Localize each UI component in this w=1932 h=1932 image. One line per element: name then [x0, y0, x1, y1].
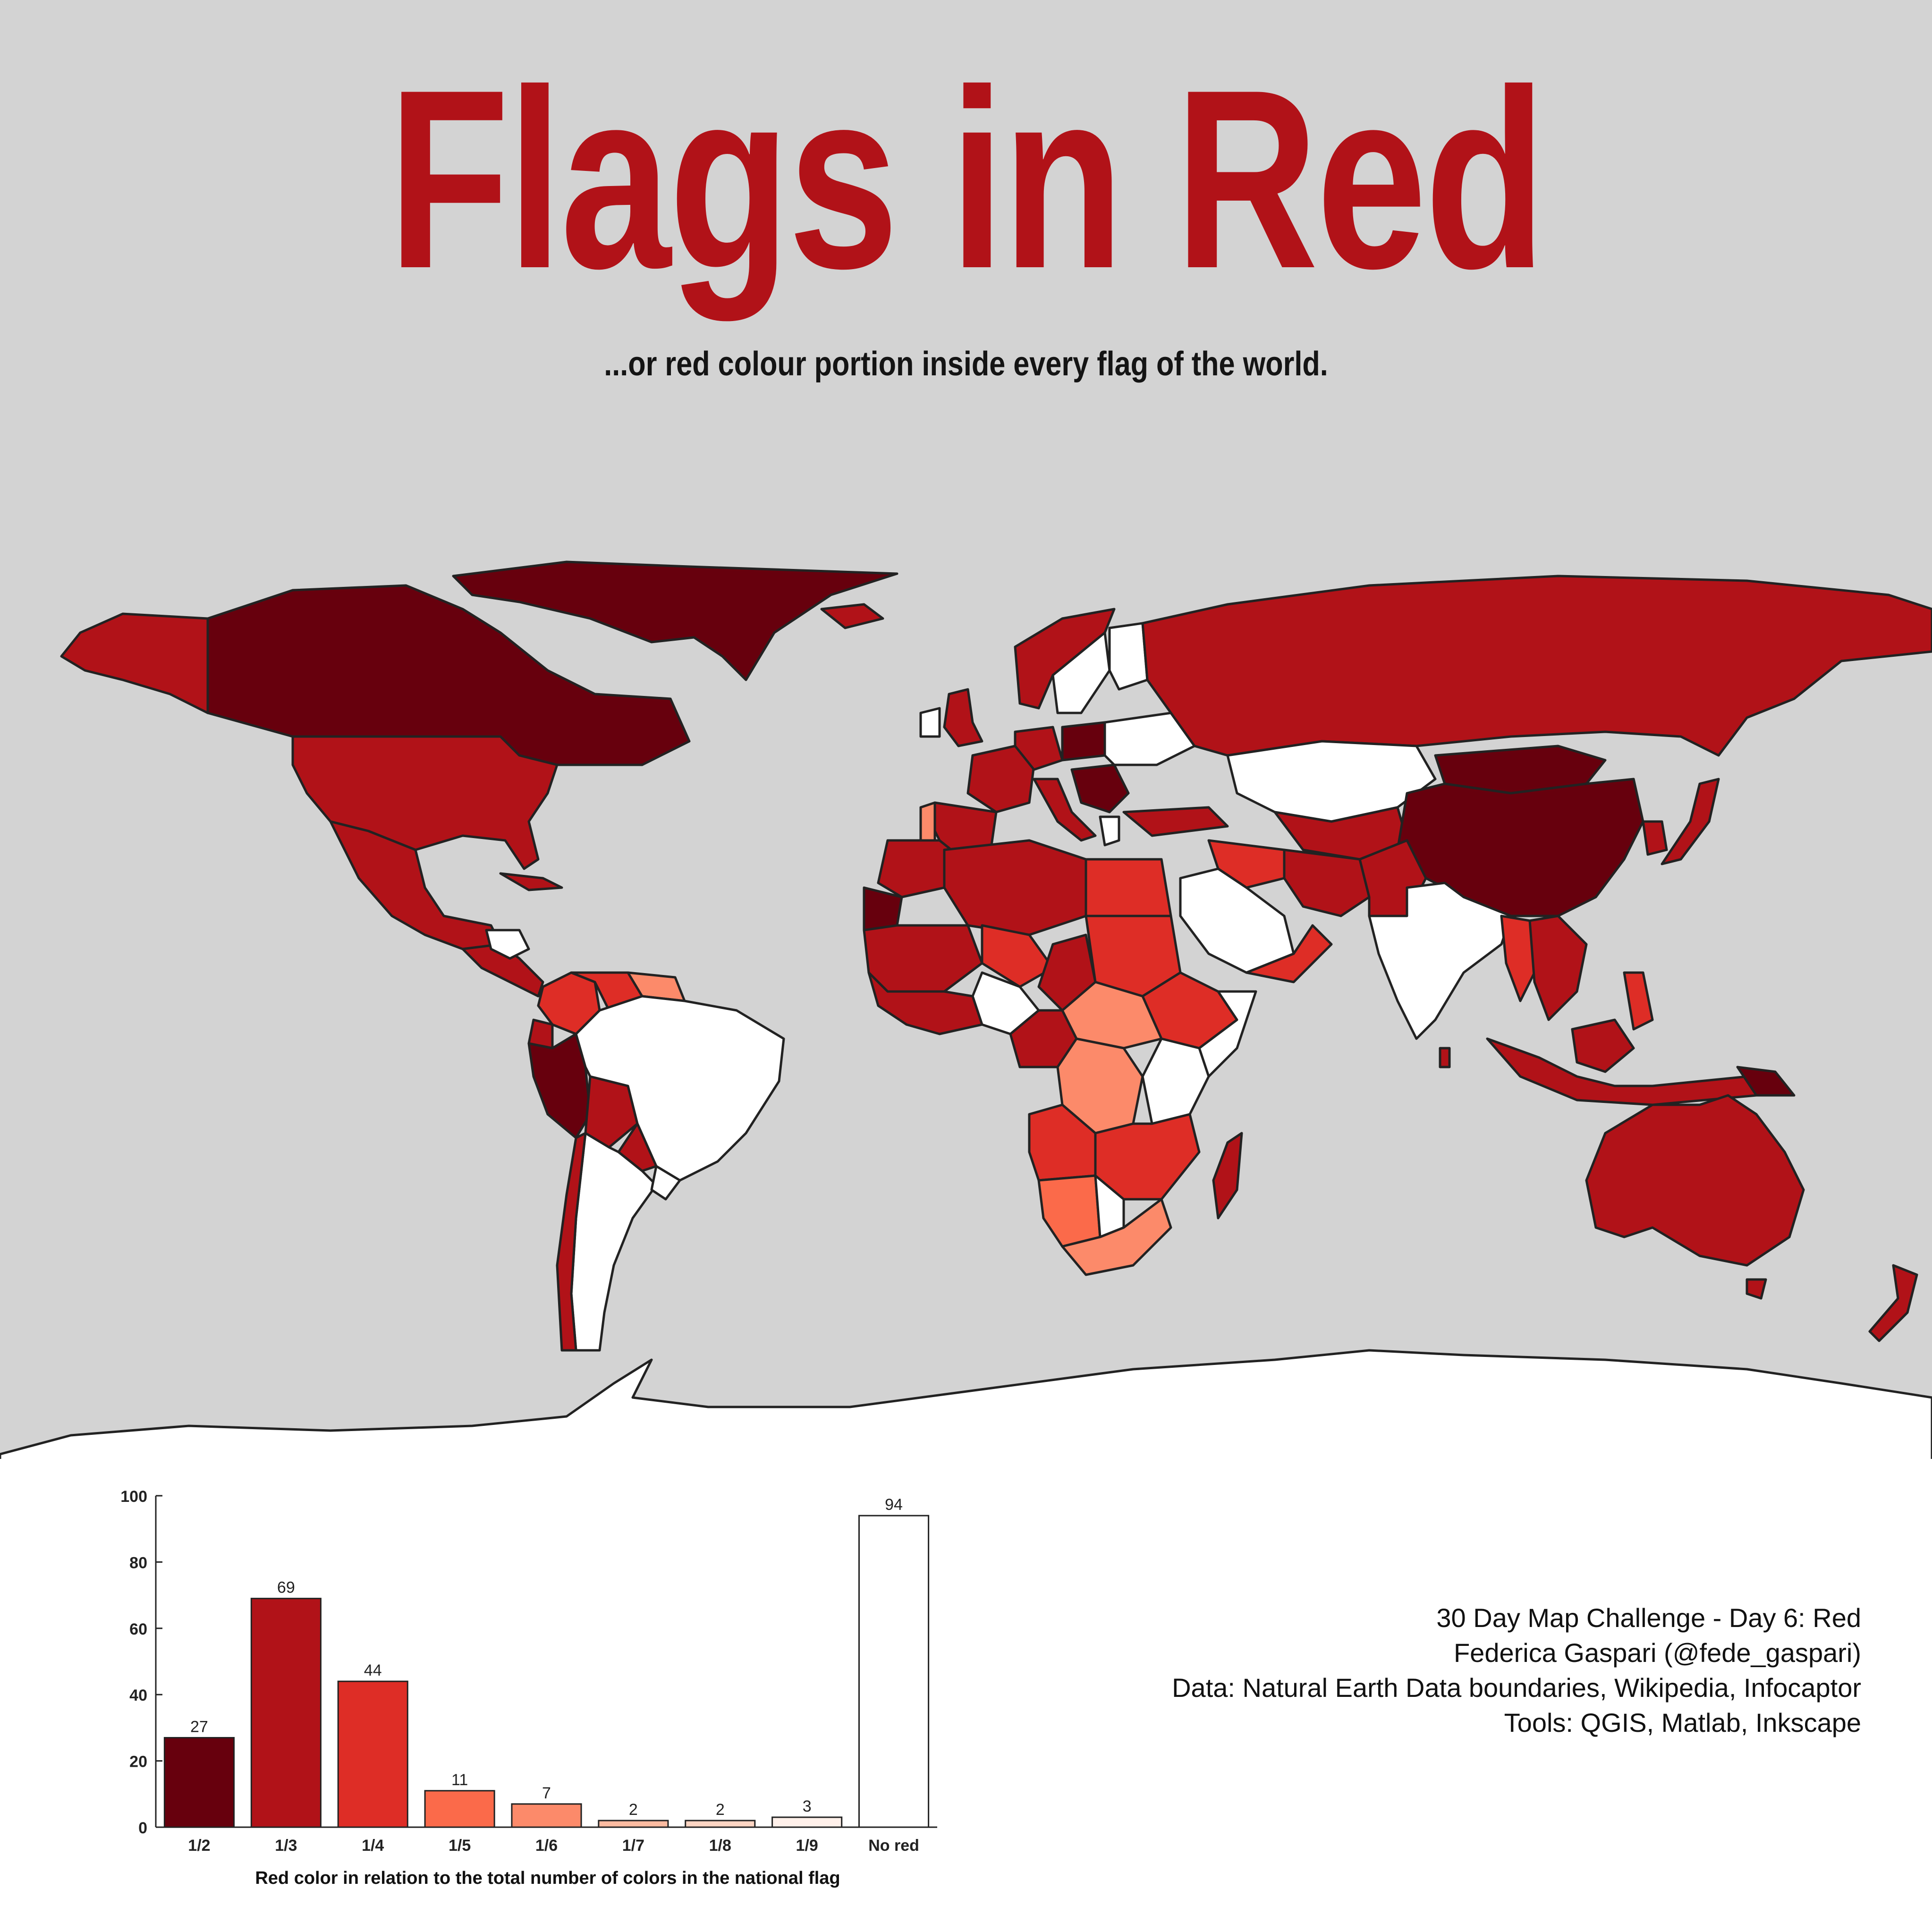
bar-value-label: 3: [803, 1797, 812, 1815]
mauritania-mali: [863, 924, 983, 993]
greenland: [452, 560, 898, 681]
bar: [858, 1515, 930, 1828]
x-tick-label: 1/4: [362, 1837, 384, 1855]
x-tick-label: 1/5: [449, 1837, 471, 1855]
bar-value-label: 44: [364, 1661, 382, 1679]
credits-line-data: Data: Natural Earth Data boundaries, Wik…: [1172, 1673, 1861, 1703]
chart-axes: 0 20 40 60 80 100 1/2 1/3 1/4 1/5 1/6 1/7 1/8 1/9 No r…: [120, 1488, 937, 1855]
korea: [1642, 820, 1668, 856]
japan: [1661, 778, 1720, 865]
credits-line-tools: Tools: QGIS, Matlab, Inkscape: [1504, 1708, 1861, 1737]
bar: [337, 1680, 408, 1828]
greece: [1099, 815, 1120, 847]
antarctica: [0, 1349, 1932, 1464]
y-tick-label: 20: [129, 1753, 147, 1771]
russia: [1141, 575, 1932, 757]
united-states: [291, 735, 559, 870]
balkans: [1070, 763, 1130, 813]
bar: [685, 1820, 756, 1828]
borneo: [1571, 1018, 1635, 1073]
map-title: Flags in Red: [388, 37, 1546, 322]
india: [1368, 881, 1512, 1040]
papua-new-guinea: [1736, 1066, 1796, 1097]
y-tick-label: 60: [129, 1620, 147, 1638]
thailand-laos-vietnam: [1528, 915, 1588, 1021]
bar: [250, 1598, 322, 1828]
iraq-syria: [1207, 839, 1286, 889]
y-tick-label: 100: [120, 1488, 147, 1506]
madagascar: [1212, 1132, 1243, 1220]
red-share-bar-chart: 0 20 40 60 80 100 1/2 1/3 1/4 1/5 1/6 1/7 1/8 1/9 No r…: [120, 1488, 937, 1888]
sri-lanka: [1439, 1047, 1451, 1068]
bar-value-label: 69: [277, 1579, 295, 1597]
y-tick-label: 40: [129, 1686, 147, 1704]
china: [1396, 778, 1644, 917]
iceland: [820, 603, 884, 629]
australia: [1585, 1094, 1805, 1267]
germany: [1014, 726, 1064, 771]
nicaragua: [485, 929, 530, 960]
niger: [981, 924, 1054, 988]
bar-value-label: 7: [542, 1784, 551, 1802]
map-subtitle: ...or red colour portion inside every fl…: [604, 345, 1328, 383]
x-tick-label: 1/8: [709, 1837, 731, 1855]
world-choropleth-map: [0, 560, 1932, 1464]
kenya-tanzania: [1141, 1037, 1210, 1125]
chart-x-axis-label: Red color in relation to the total numbe…: [255, 1868, 840, 1888]
tasmania: [1746, 1278, 1767, 1300]
bar-value-label: 94: [885, 1496, 903, 1514]
y-tick-label: 80: [129, 1554, 147, 1572]
chile: [556, 1132, 587, 1352]
united-kingdom: [943, 688, 983, 747]
brazil: [575, 995, 785, 1182]
sweden: [1051, 631, 1111, 714]
myanmar: [1500, 915, 1541, 1002]
bar-value-label: 2: [716, 1801, 725, 1819]
south-africa: [1061, 1198, 1172, 1276]
cuba: [499, 872, 563, 891]
bar: [424, 1790, 495, 1828]
poland: [1061, 721, 1106, 762]
yemen-oman: [1245, 924, 1333, 983]
namibia: [1037, 1174, 1102, 1248]
finland: [1108, 622, 1149, 691]
uruguay: [650, 1165, 681, 1201]
x-tick-label: 1/2: [188, 1837, 210, 1855]
bar-value-label: 2: [629, 1801, 638, 1819]
y-tick-label: 0: [138, 1819, 147, 1837]
bar: [771, 1816, 843, 1828]
x-tick-label: 1/6: [535, 1837, 558, 1855]
ireland: [919, 707, 941, 738]
x-tick-label: No red: [868, 1837, 919, 1855]
x-tick-label: 1/9: [796, 1837, 818, 1855]
bar: [163, 1737, 235, 1828]
x-tick-label: 1/3: [275, 1837, 297, 1855]
bar-value-label: 27: [190, 1718, 208, 1736]
iran: [1283, 848, 1371, 917]
italy: [1033, 778, 1097, 842]
chart-bars: 27 69 44 11 7 2 2 3 94: [163, 1496, 930, 1828]
turkey: [1122, 806, 1229, 837]
alaska-usa: [60, 612, 209, 714]
philippines: [1623, 971, 1654, 1031]
credits-block: 30 Day Map Challenge - Day 6: Red Federi…: [1172, 1601, 1861, 1740]
new-zealand: [1868, 1264, 1918, 1342]
portugal: [919, 801, 936, 847]
bar-value-label: 11: [451, 1771, 468, 1789]
credits-line-challenge: 30 Day Map Challenge - Day 6: Red: [1436, 1603, 1861, 1633]
credits-line-author: Federica Gaspari (@fede_gaspari): [1453, 1638, 1861, 1668]
algeria-libya: [943, 839, 1087, 936]
malaysia-indonesia: [1486, 1037, 1758, 1106]
saudi-arabia: [1179, 867, 1295, 974]
x-tick-label: 1/7: [622, 1837, 644, 1855]
bar: [598, 1820, 669, 1828]
bottom-panel: [0, 1459, 1932, 1932]
bar: [511, 1803, 582, 1828]
west-coast: [867, 971, 983, 1035]
